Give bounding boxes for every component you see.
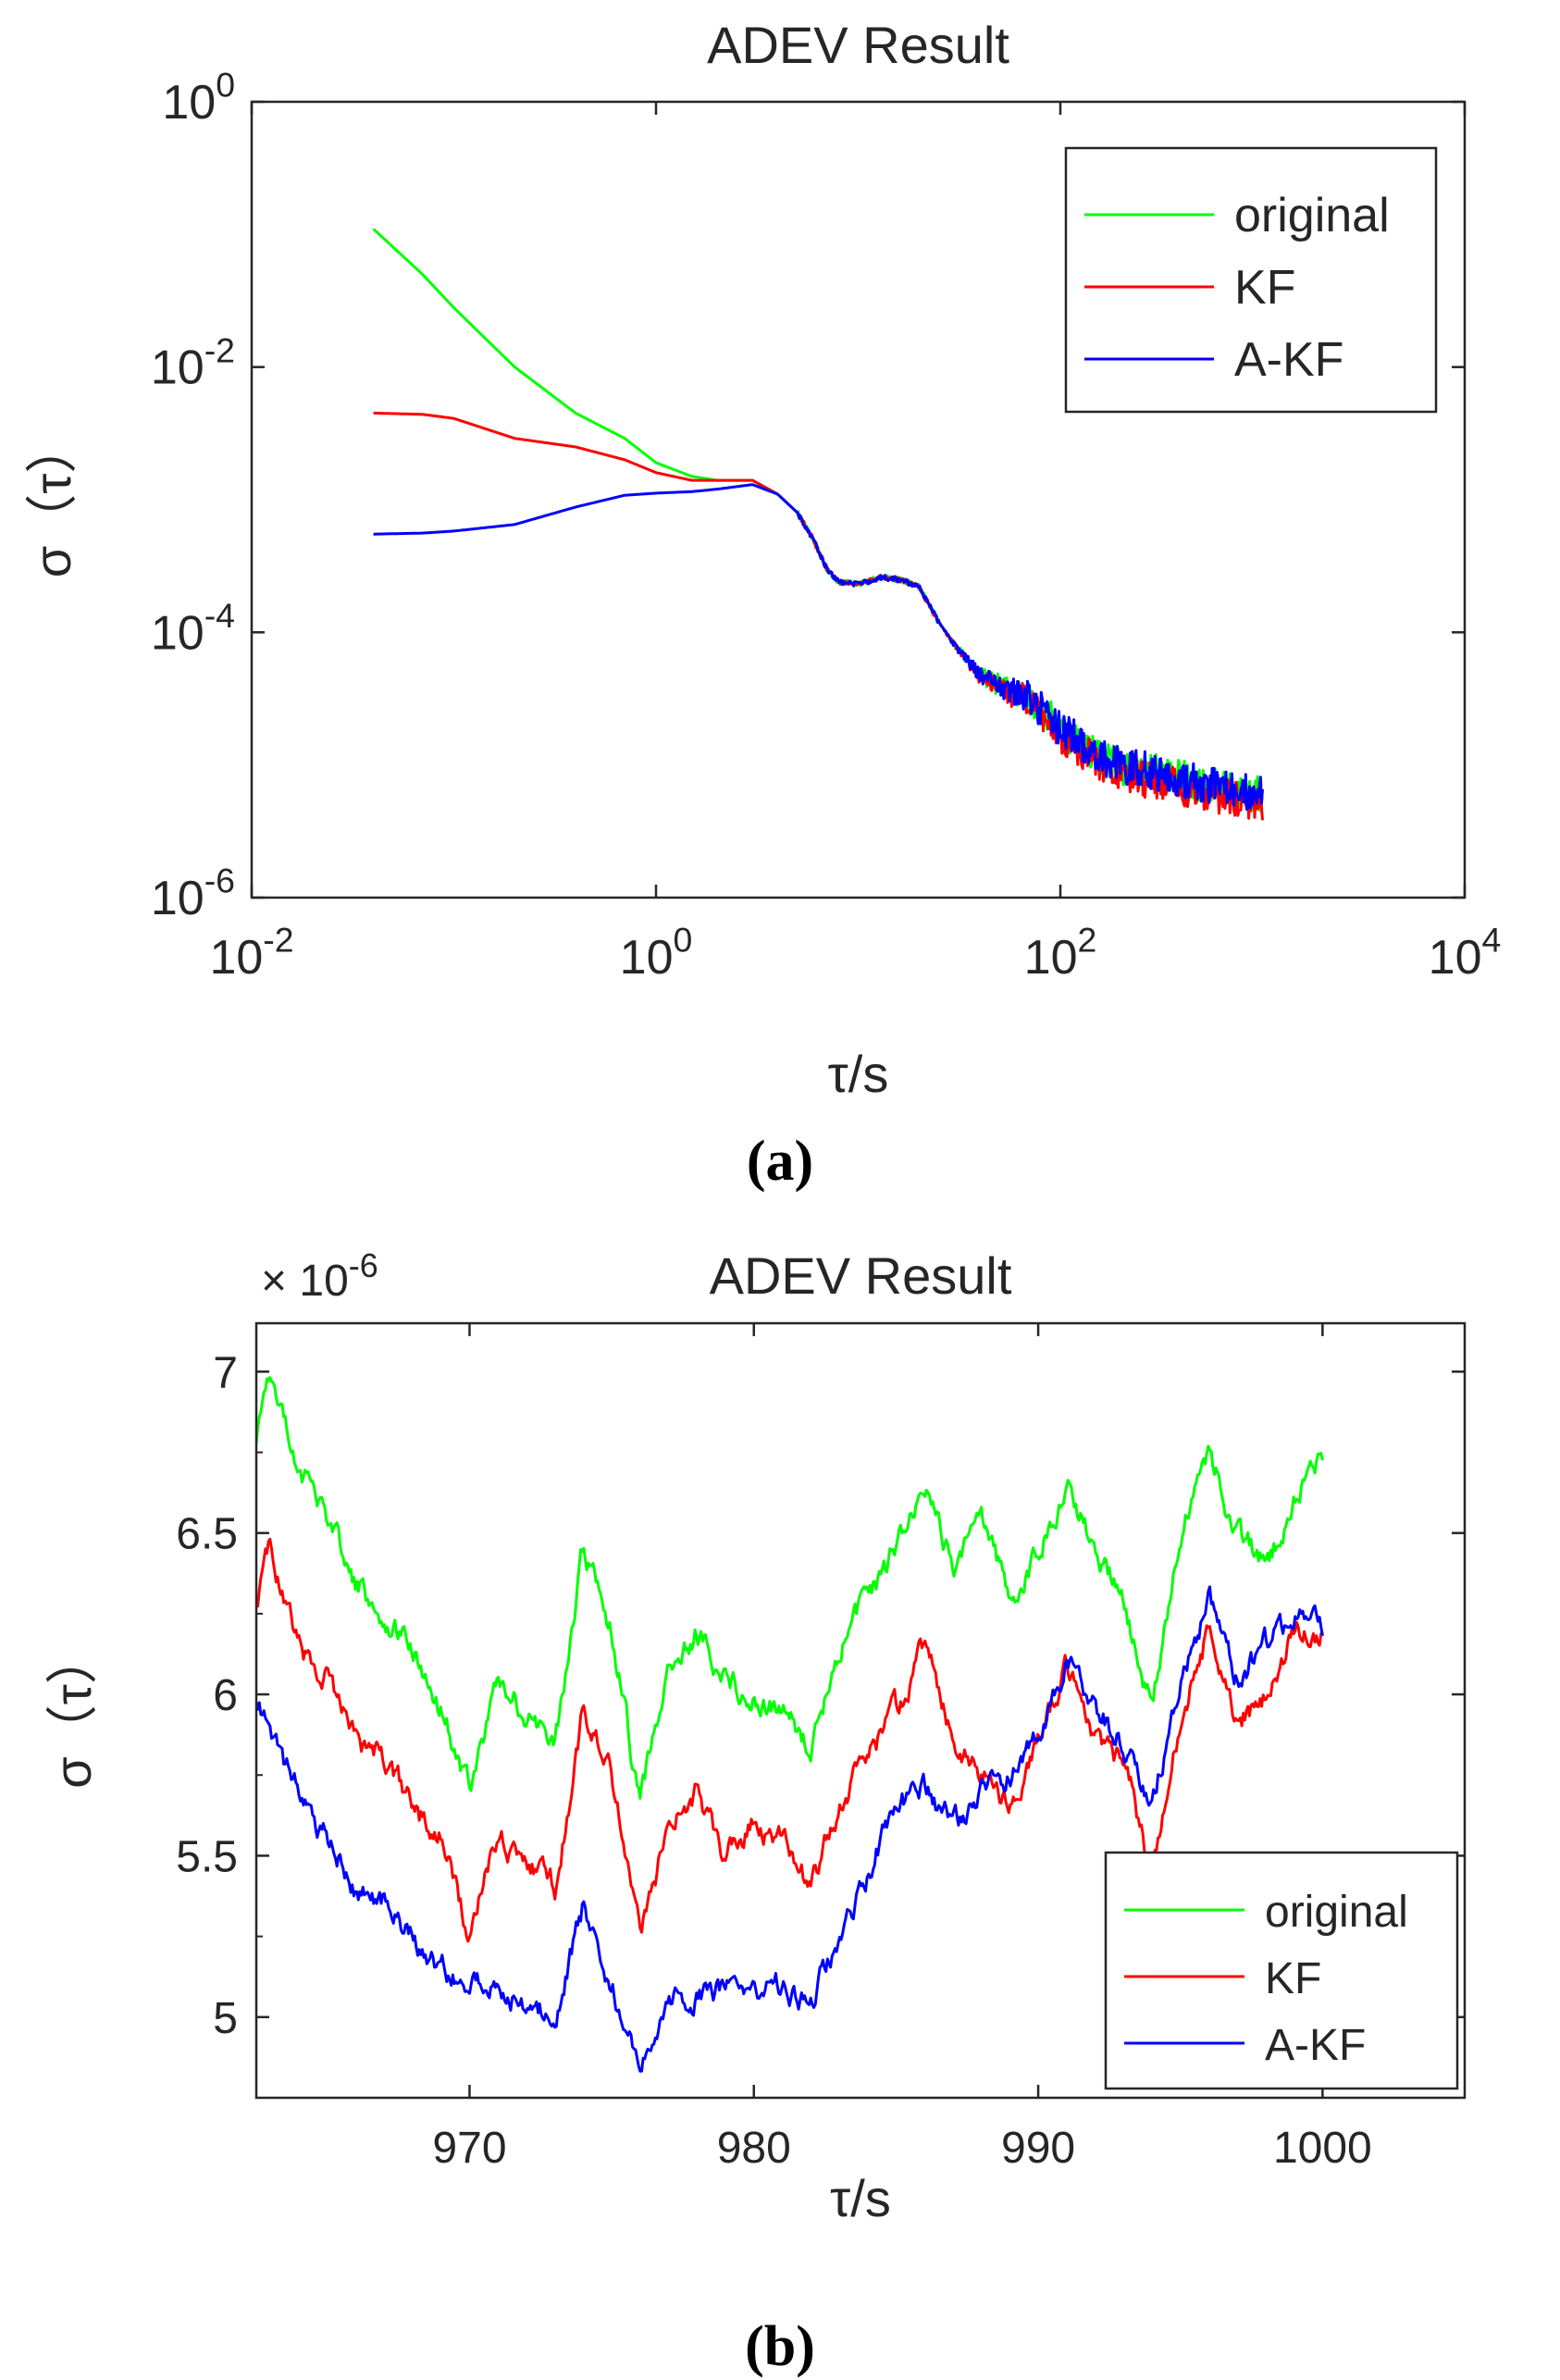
y-tick-label: 6.5 [176, 1510, 238, 1559]
y-tick-label-base: 10 [162, 76, 216, 130]
series-line-original [256, 1376, 1324, 1800]
y-multiplier-exp: -6 [349, 1246, 378, 1284]
chart-title-a: ADEV Result [707, 16, 1009, 74]
legend-box [1064, 146, 1438, 414]
y-tick-label: 10-4 [151, 596, 235, 660]
y-tick-label-exp: -6 [204, 862, 235, 900]
series-line-a-kf [373, 483, 1264, 811]
legend-box [1104, 1851, 1459, 2090]
x-tick-label-base: 10 [620, 931, 674, 985]
y-multiplier: × 10-6 [261, 1246, 378, 1306]
x-tick-label: 970 [432, 2124, 506, 2173]
y-axis-label: σ（τ） [23, 422, 81, 578]
x-tick-label-base: 10 [1024, 931, 1078, 985]
y-axis-label: σ（τ） [43, 1632, 102, 1789]
legend: original KF A-KF [1104, 1851, 1459, 2090]
x-tick-label-base: 10 [1429, 931, 1482, 985]
x-tick-label-base: 10 [209, 931, 263, 985]
x-tick-label-exp: 2 [1078, 921, 1097, 960]
y-tick-label: 7 [213, 1348, 238, 1397]
y-tick-label: 100 [162, 66, 235, 130]
series-line-a-kf [256, 1585, 1324, 2073]
x-tick-label-exp: 0 [674, 921, 693, 960]
y-multiplier-base: × 10 [261, 1257, 349, 1306]
x-tick-label: 102 [1024, 921, 1097, 985]
y-tick-label: 10-2 [151, 330, 235, 394]
panel-caption: (a) [747, 1130, 813, 1193]
y-tick-label-exp: -2 [204, 330, 235, 369]
legend-label: A-KF [1234, 333, 1343, 387]
y-tick-label-base: 10 [151, 872, 204, 925]
x-axis-label: τ/s [828, 1045, 889, 1103]
x-tick-label: 980 [717, 2124, 791, 2173]
legend-label: KF [1265, 1954, 1321, 2003]
y-tick-label: 5 [213, 1994, 238, 2043]
y-tick-label-base: 10 [151, 341, 204, 395]
x-tick-label-exp: 4 [1482, 921, 1502, 960]
x-tick-label: 104 [1429, 921, 1502, 985]
x-tick-label-exp: -2 [263, 921, 293, 960]
y-tick-label-exp: 0 [216, 66, 235, 105]
plot-frame [250, 100, 1467, 899]
chart-title-b: ADEV Result [710, 1246, 1012, 1305]
x-tick-label: 10-2 [209, 921, 293, 985]
y-tick-label: 6 [213, 1671, 238, 1720]
x-axis-label: τ/s [830, 2169, 891, 2227]
plot-frame [254, 1321, 1467, 2100]
y-tick-label-exp: -4 [204, 596, 235, 635]
legend-label: original [1265, 1888, 1408, 1937]
y-tick-label: 10-6 [151, 862, 235, 925]
panel-caption: (b) [745, 2315, 815, 2378]
x-tick-label: 1000 [1273, 2124, 1372, 2173]
legend-label: A-KF [1265, 2021, 1366, 2070]
y-tick-label-base: 10 [151, 606, 204, 660]
x-tick-label: 100 [620, 921, 693, 985]
legend: original KF A-KF [1064, 146, 1438, 414]
chart-panel-b: ADEV Result 970 980 990 1000 5 5.5 6 6.5 7 × 10-6 τ… [43, 1246, 1467, 2378]
x-tick-label: 990 [1001, 2124, 1075, 2173]
legend-label: KF [1234, 261, 1295, 315]
y-tick-label: 5.5 [176, 1832, 238, 1881]
legend-label: original [1234, 189, 1390, 242]
